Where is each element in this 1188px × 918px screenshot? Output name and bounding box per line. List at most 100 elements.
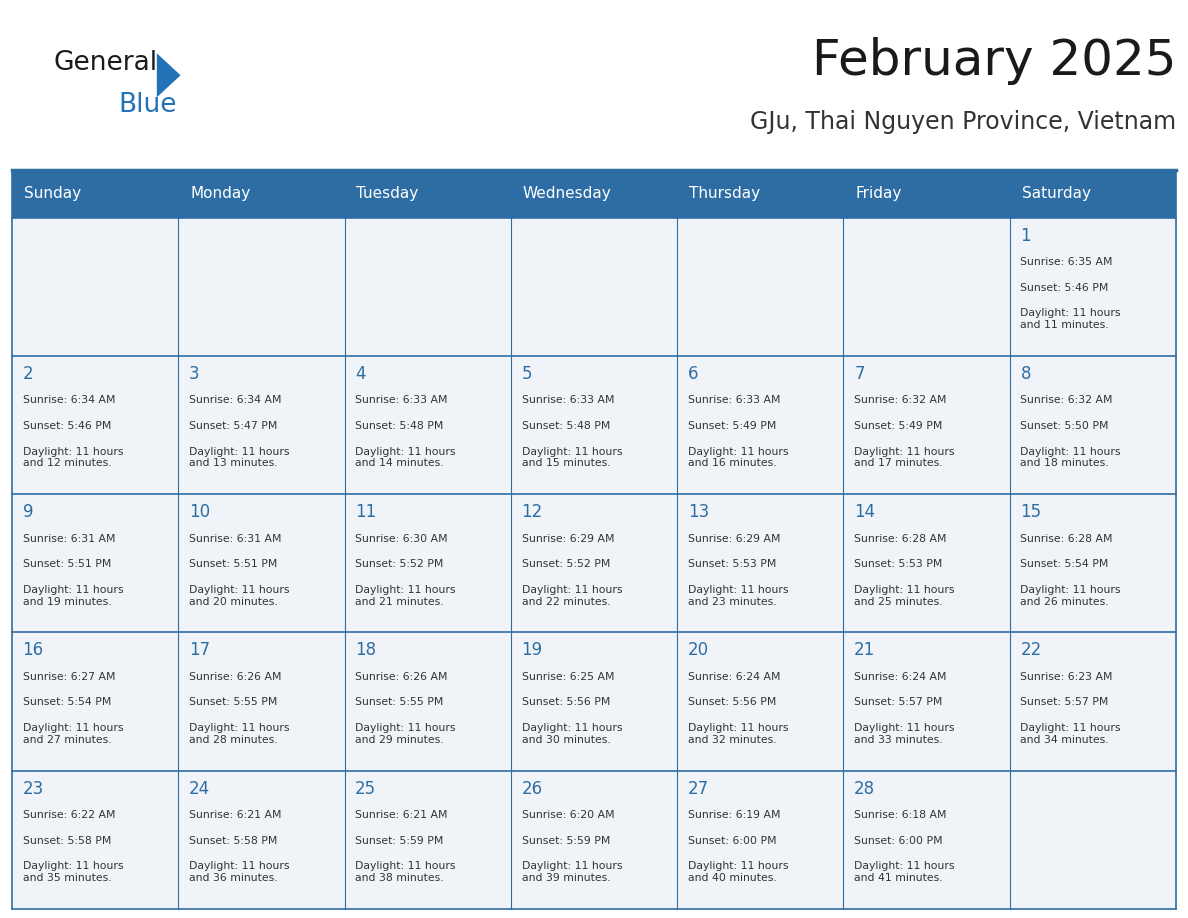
Text: Sunrise: 6:28 AM: Sunrise: 6:28 AM [854, 533, 947, 543]
Text: Daylight: 11 hours
and 12 minutes.: Daylight: 11 hours and 12 minutes. [23, 447, 124, 468]
Text: 27: 27 [688, 779, 709, 798]
Text: Sunrise: 6:25 AM: Sunrise: 6:25 AM [522, 672, 614, 682]
Text: Sunset: 6:00 PM: Sunset: 6:00 PM [688, 835, 777, 845]
Text: Sunset: 5:59 PM: Sunset: 5:59 PM [355, 835, 443, 845]
Text: Daylight: 11 hours
and 11 minutes.: Daylight: 11 hours and 11 minutes. [1020, 308, 1121, 330]
Text: February 2025: February 2025 [811, 37, 1176, 84]
Text: Sunrise: 6:34 AM: Sunrise: 6:34 AM [23, 396, 115, 405]
Text: Friday: Friday [855, 186, 902, 201]
Text: Sunrise: 6:35 AM: Sunrise: 6:35 AM [1020, 257, 1113, 267]
Text: Daylight: 11 hours
and 29 minutes.: Daylight: 11 hours and 29 minutes. [355, 723, 456, 744]
Text: Sunset: 5:46 PM: Sunset: 5:46 PM [23, 421, 110, 431]
Text: 17: 17 [189, 642, 210, 659]
Text: Sunrise: 6:24 AM: Sunrise: 6:24 AM [854, 672, 947, 682]
Text: 9: 9 [23, 503, 33, 521]
Text: Sunrise: 6:27 AM: Sunrise: 6:27 AM [23, 672, 115, 682]
Text: Sunset: 5:47 PM: Sunset: 5:47 PM [189, 421, 277, 431]
Text: Daylight: 11 hours
and 18 minutes.: Daylight: 11 hours and 18 minutes. [1020, 447, 1121, 468]
Text: Sunset: 5:58 PM: Sunset: 5:58 PM [189, 835, 277, 845]
Text: Daylight: 11 hours
and 41 minutes.: Daylight: 11 hours and 41 minutes. [854, 861, 955, 883]
Text: Sunset: 5:48 PM: Sunset: 5:48 PM [355, 421, 443, 431]
Text: 13: 13 [688, 503, 709, 521]
Text: 25: 25 [355, 779, 377, 798]
Text: 4: 4 [355, 365, 366, 383]
Text: Daylight: 11 hours
and 35 minutes.: Daylight: 11 hours and 35 minutes. [23, 861, 124, 883]
Text: Sunrise: 6:29 AM: Sunrise: 6:29 AM [522, 533, 614, 543]
Text: Sunday: Sunday [24, 186, 81, 201]
Text: Sunrise: 6:29 AM: Sunrise: 6:29 AM [688, 533, 781, 543]
Text: 12: 12 [522, 503, 543, 521]
Text: Daylight: 11 hours
and 28 minutes.: Daylight: 11 hours and 28 minutes. [189, 723, 290, 744]
Text: Sunrise: 6:21 AM: Sunrise: 6:21 AM [189, 810, 282, 820]
Text: Sunset: 5:52 PM: Sunset: 5:52 PM [355, 559, 443, 569]
Text: 5: 5 [522, 365, 532, 383]
Text: 2: 2 [23, 365, 33, 383]
Text: Daylight: 11 hours
and 39 minutes.: Daylight: 11 hours and 39 minutes. [522, 861, 623, 883]
Text: 7: 7 [854, 365, 865, 383]
Text: Daylight: 11 hours
and 38 minutes.: Daylight: 11 hours and 38 minutes. [355, 861, 456, 883]
Bar [12, 170, 1176, 218]
Text: Sunset: 5:55 PM: Sunset: 5:55 PM [355, 698, 443, 708]
Text: Daylight: 11 hours
and 40 minutes.: Daylight: 11 hours and 40 minutes. [688, 861, 789, 883]
Text: Daylight: 11 hours
and 30 minutes.: Daylight: 11 hours and 30 minutes. [522, 723, 623, 744]
Text: Sunset: 5:51 PM: Sunset: 5:51 PM [189, 559, 277, 569]
Text: Blue: Blue [119, 92, 177, 118]
Text: Sunset: 5:53 PM: Sunset: 5:53 PM [688, 559, 776, 569]
Text: 22: 22 [1020, 642, 1042, 659]
Text: Sunset: 5:56 PM: Sunset: 5:56 PM [688, 698, 776, 708]
Text: 1: 1 [1020, 227, 1031, 245]
Text: 15: 15 [1020, 503, 1042, 521]
Text: Sunrise: 6:28 AM: Sunrise: 6:28 AM [1020, 533, 1113, 543]
Text: Daylight: 11 hours
and 21 minutes.: Daylight: 11 hours and 21 minutes. [355, 585, 456, 607]
Text: 14: 14 [854, 503, 876, 521]
Text: GJu, Thai Nguyen Province, Vietnam: GJu, Thai Nguyen Province, Vietnam [750, 110, 1176, 134]
Text: Sunset: 5:57 PM: Sunset: 5:57 PM [854, 698, 942, 708]
Text: 21: 21 [854, 642, 876, 659]
Text: 28: 28 [854, 779, 876, 798]
Text: 20: 20 [688, 642, 709, 659]
Text: Sunset: 5:48 PM: Sunset: 5:48 PM [522, 421, 609, 431]
Text: 8: 8 [1020, 365, 1031, 383]
Text: Tuesday: Tuesday [356, 186, 418, 201]
Text: Sunrise: 6:32 AM: Sunrise: 6:32 AM [854, 396, 947, 405]
Text: 10: 10 [189, 503, 210, 521]
Text: Sunrise: 6:22 AM: Sunrise: 6:22 AM [23, 810, 115, 820]
Text: Sunrise: 6:26 AM: Sunrise: 6:26 AM [189, 672, 282, 682]
Text: Sunrise: 6:30 AM: Sunrise: 6:30 AM [355, 533, 448, 543]
Text: Sunset: 5:46 PM: Sunset: 5:46 PM [1020, 283, 1108, 293]
Text: 16: 16 [23, 642, 44, 659]
Text: Daylight: 11 hours
and 25 minutes.: Daylight: 11 hours and 25 minutes. [854, 585, 955, 607]
Text: Daylight: 11 hours
and 34 minutes.: Daylight: 11 hours and 34 minutes. [1020, 723, 1121, 744]
Bar [12, 633, 1176, 770]
Text: Sunset: 6:00 PM: Sunset: 6:00 PM [854, 835, 943, 845]
Text: Daylight: 11 hours
and 27 minutes.: Daylight: 11 hours and 27 minutes. [23, 723, 124, 744]
Bar [12, 770, 1176, 909]
Text: Thursday: Thursday [689, 186, 760, 201]
Bar [12, 494, 1176, 633]
Text: Sunset: 5:49 PM: Sunset: 5:49 PM [854, 421, 942, 431]
Bar [12, 218, 1176, 356]
Text: Sunrise: 6:24 AM: Sunrise: 6:24 AM [688, 672, 781, 682]
Text: Sunrise: 6:19 AM: Sunrise: 6:19 AM [688, 810, 781, 820]
Text: Sunrise: 6:33 AM: Sunrise: 6:33 AM [688, 396, 781, 405]
Text: Sunrise: 6:31 AM: Sunrise: 6:31 AM [23, 533, 115, 543]
Text: 23: 23 [23, 779, 44, 798]
Text: Sunset: 5:52 PM: Sunset: 5:52 PM [522, 559, 609, 569]
Text: Daylight: 11 hours
and 15 minutes.: Daylight: 11 hours and 15 minutes. [522, 447, 623, 468]
Text: Sunset: 5:50 PM: Sunset: 5:50 PM [1020, 421, 1108, 431]
Text: General: General [53, 50, 158, 76]
Text: Sunset: 5:56 PM: Sunset: 5:56 PM [522, 698, 609, 708]
Text: Daylight: 11 hours
and 17 minutes.: Daylight: 11 hours and 17 minutes. [854, 447, 955, 468]
Text: Sunrise: 6:31 AM: Sunrise: 6:31 AM [189, 533, 282, 543]
Text: Daylight: 11 hours
and 22 minutes.: Daylight: 11 hours and 22 minutes. [522, 585, 623, 607]
Text: Sunrise: 6:20 AM: Sunrise: 6:20 AM [522, 810, 614, 820]
Text: Daylight: 11 hours
and 26 minutes.: Daylight: 11 hours and 26 minutes. [1020, 585, 1121, 607]
Text: Sunset: 5:57 PM: Sunset: 5:57 PM [1020, 698, 1108, 708]
Text: 26: 26 [522, 779, 543, 798]
Text: Sunset: 5:58 PM: Sunset: 5:58 PM [23, 835, 110, 845]
Text: Sunset: 5:51 PM: Sunset: 5:51 PM [23, 559, 110, 569]
Text: Sunrise: 6:34 AM: Sunrise: 6:34 AM [189, 396, 282, 405]
Text: Sunrise: 6:23 AM: Sunrise: 6:23 AM [1020, 672, 1113, 682]
Text: Sunset: 5:53 PM: Sunset: 5:53 PM [854, 559, 942, 569]
Text: Sunset: 5:54 PM: Sunset: 5:54 PM [23, 698, 110, 708]
